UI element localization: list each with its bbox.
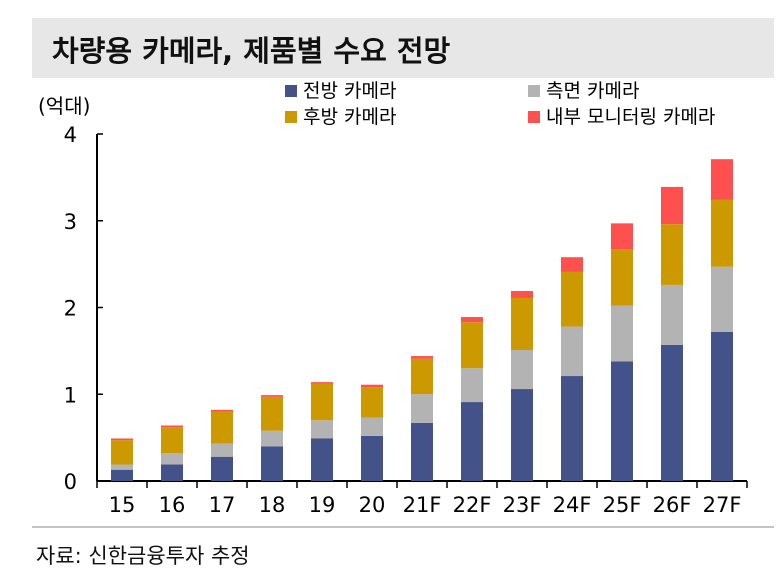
bar-segment-2	[161, 427, 183, 454]
bar-segment-1	[511, 350, 533, 390]
bar-segment-1	[361, 417, 383, 436]
bar-segment-3	[261, 395, 283, 397]
y-tick-label: 4	[64, 123, 77, 147]
bar-segment-0	[211, 456, 233, 481]
bar-segment-3	[661, 186, 683, 225]
bar-segment-1	[411, 394, 433, 423]
bar-segment-3	[511, 291, 533, 298]
x-tick-label: 17	[209, 493, 236, 517]
legend-label: 측면 카메라	[546, 80, 639, 102]
legend-swatch	[528, 111, 540, 123]
bar-segment-0	[611, 361, 633, 481]
bar-segment-2	[411, 358, 433, 395]
bar-segment-3	[311, 382, 333, 384]
bar-segment-2	[211, 411, 233, 444]
bar-segment-3	[361, 384, 383, 388]
bar-segment-0	[261, 446, 283, 481]
bar-segment-2	[511, 297, 533, 351]
x-tick-label: 26F	[653, 493, 692, 517]
x-tick-label: 25F	[603, 493, 642, 517]
x-tick-label: 22F	[453, 493, 492, 517]
x-tick-label: 27F	[703, 493, 742, 517]
bar-segment-2	[261, 396, 283, 431]
bar-segment-0	[361, 435, 383, 481]
bar-segment-1	[461, 368, 483, 403]
x-tick-label: 23F	[503, 493, 542, 517]
bar-segment-3	[711, 159, 733, 200]
bar-segment-1	[661, 284, 683, 345]
legend-label: 전방 카메라	[303, 80, 396, 102]
bar-segment-3	[461, 317, 483, 323]
y-tick-label: 1	[64, 383, 77, 407]
bar-segment-0	[111, 469, 133, 481]
bar-segment-2	[461, 322, 483, 369]
bar-segment-3	[211, 409, 233, 412]
bar-segment-0	[661, 344, 683, 481]
y-tick-label: 3	[64, 210, 77, 234]
bar-segment-1	[711, 266, 733, 332]
x-tick-label: 16	[159, 493, 186, 517]
bar-segment-1	[211, 443, 233, 457]
legend-label: 내부 모니터링 카메라	[546, 106, 715, 128]
x-tick-label: 18	[259, 493, 286, 517]
x-tick-label: 24F	[553, 493, 592, 517]
bar-segment-1	[311, 420, 333, 439]
bar-segment-0	[461, 402, 483, 481]
bar-segment-3	[561, 257, 583, 272]
bar-segment-1	[611, 305, 633, 362]
x-tick-label: 20	[359, 493, 386, 517]
y-tick-label: 2	[64, 297, 77, 321]
x-tick-label: 19	[309, 493, 336, 517]
bar-segment-2	[561, 271, 583, 327]
bar-segment-2	[361, 387, 383, 418]
legend-swatch	[285, 85, 297, 97]
chart-title: 차량용 카메라, 제품별 수요 전망	[52, 34, 451, 68]
y-tick-label: 0	[64, 470, 77, 494]
bar-segment-0	[511, 389, 533, 481]
bar-segment-0	[311, 438, 333, 481]
bar-segment-3	[161, 425, 183, 428]
legend-swatch	[528, 85, 540, 97]
source-note: 자료: 신한금융투자 추정	[36, 544, 250, 568]
bar-segment-2	[661, 224, 683, 285]
bar-segment-3	[411, 356, 433, 359]
bar-segment-1	[261, 430, 283, 447]
bar-segment-3	[611, 223, 633, 250]
bar-segment-2	[111, 440, 133, 465]
bar-segment-1	[561, 326, 583, 377]
bar-segment-3	[111, 438, 133, 441]
bar-segment-2	[711, 199, 733, 267]
bar-segment-0	[561, 376, 583, 481]
bar-segment-2	[311, 383, 333, 421]
bar-segment-0	[161, 464, 183, 481]
legend-swatch	[285, 111, 297, 123]
bar-segment-1	[161, 453, 183, 465]
x-tick-label: 15	[109, 493, 136, 517]
bar-segment-2	[611, 249, 633, 306]
legend-label: 후방 카메라	[303, 106, 396, 128]
bar-segment-0	[411, 422, 433, 481]
bar-segment-1	[111, 464, 133, 470]
y-axis-label: (억대)	[38, 94, 90, 118]
bar-segment-0	[711, 331, 733, 481]
x-tick-label: 21F	[403, 493, 442, 517]
title-bar: 차량용 카메라, 제품별 수요 전망	[32, 18, 774, 78]
